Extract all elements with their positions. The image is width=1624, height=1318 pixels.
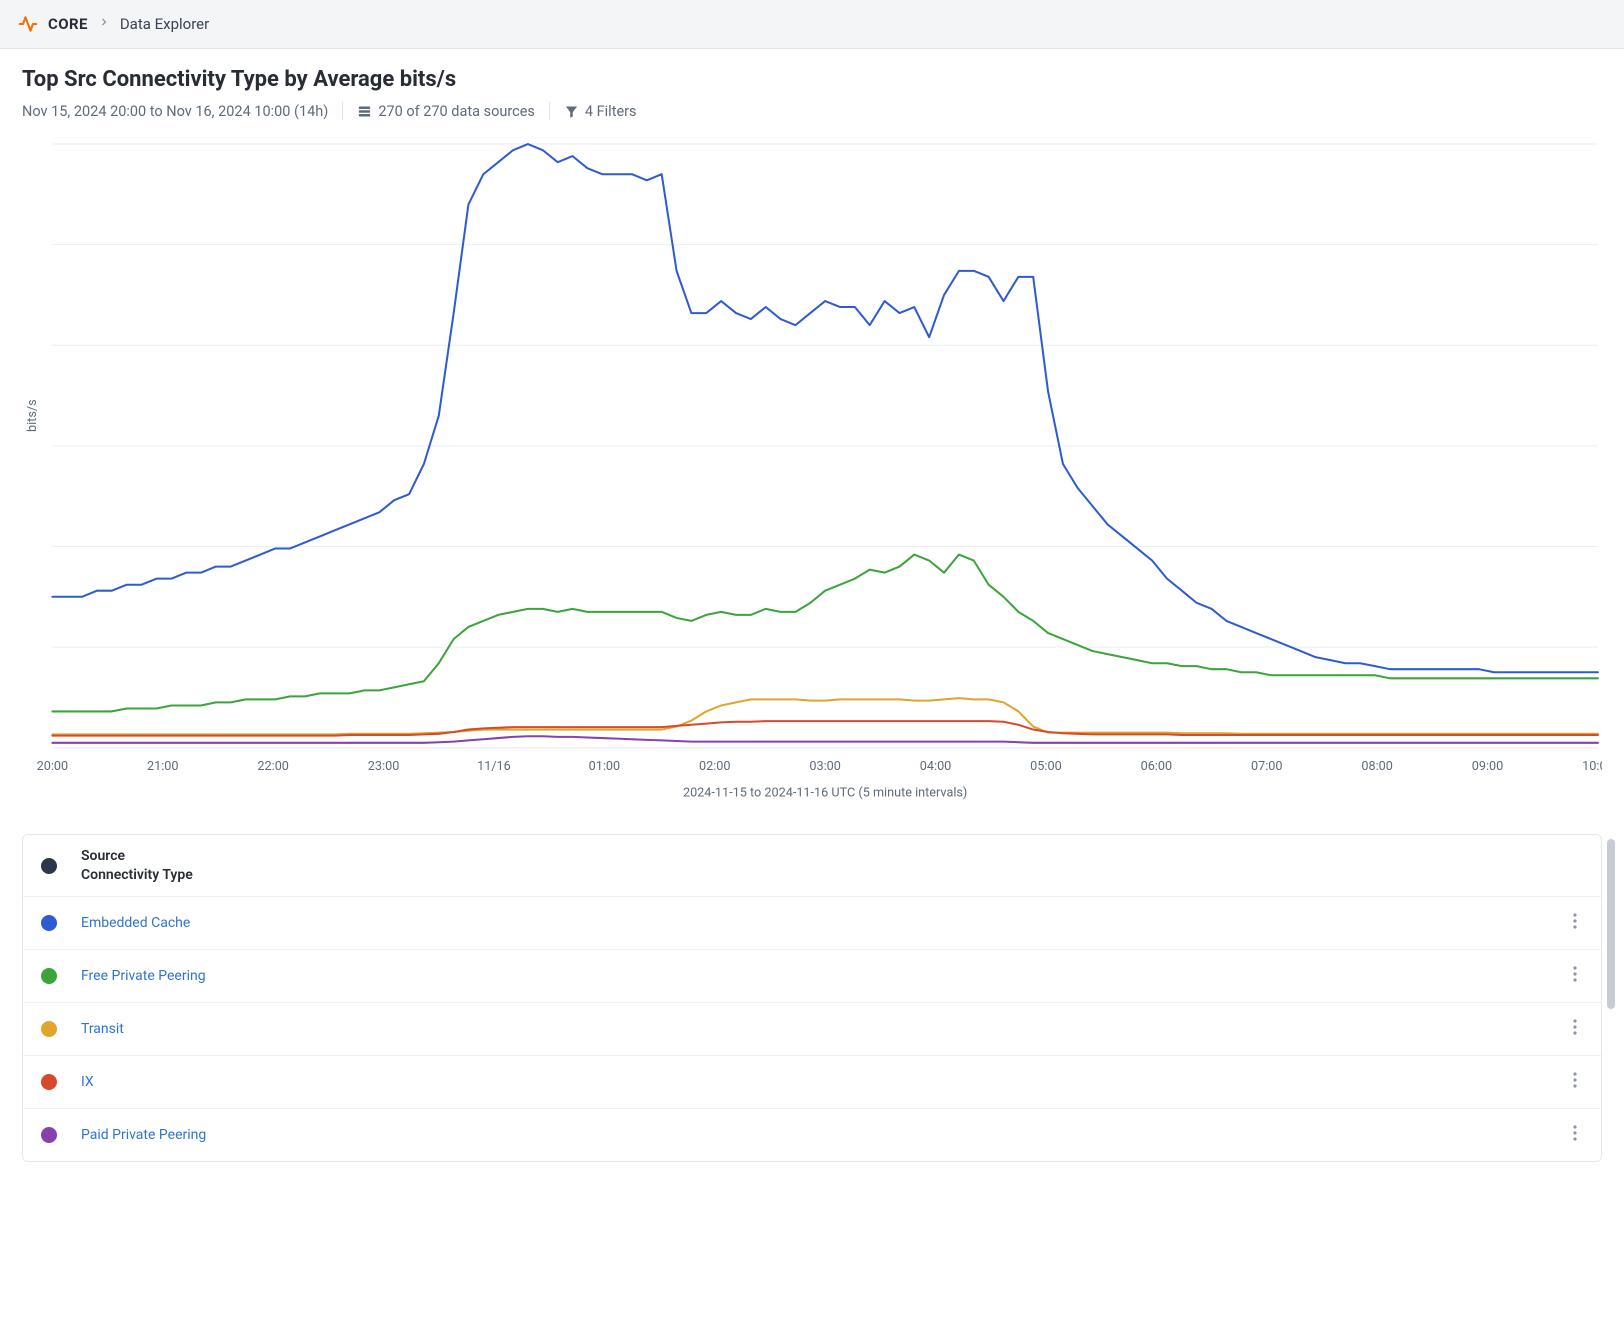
- svg-text:11/16: 11/16: [477, 759, 511, 774]
- legend-row[interactable]: Embedded Cache: [23, 897, 1601, 950]
- legend-header-dot: [41, 858, 57, 874]
- legend-label[interactable]: Paid Private Peering: [81, 1127, 1567, 1143]
- breadcrumb-root[interactable]: CORE: [48, 15, 88, 33]
- breadcrumb-bar: CORE Data Explorer: [0, 0, 1624, 49]
- more-menu-icon[interactable]: [1567, 1068, 1583, 1096]
- legend-label[interactable]: Transit: [81, 1021, 1567, 1037]
- svg-text:04:00: 04:00: [920, 759, 952, 774]
- chevron-right-icon: [98, 16, 110, 32]
- svg-text:20:00: 20:00: [37, 759, 69, 774]
- legend-color-dot: [41, 1074, 57, 1090]
- svg-text:07:00: 07:00: [1251, 759, 1283, 774]
- legend-row[interactable]: IX: [23, 1056, 1601, 1109]
- svg-text:22:00: 22:00: [257, 759, 289, 774]
- svg-text:bits/s: bits/s: [25, 399, 40, 432]
- svg-text:2024-11-15 to 2024-11-16 UTC (: 2024-11-15 to 2024-11-16 UTC (5 minute i…: [683, 785, 967, 800]
- database-icon: [357, 104, 372, 119]
- svg-text:10:00: 10:00: [1582, 759, 1602, 774]
- svg-text:06:00: 06:00: [1141, 759, 1173, 774]
- line-chart[interactable]: 20:00 21:00 22:00 23:00 11/16 01:00 02:00 03:00…: [22, 140, 1602, 808]
- legend-label[interactable]: IX: [81, 1074, 1567, 1090]
- breadcrumb-current[interactable]: Data Explorer: [120, 15, 209, 33]
- svg-text:08:00: 08:00: [1361, 759, 1393, 774]
- data-sources-text: 270 of 270 data sources: [378, 103, 535, 120]
- scrollbar-thumb[interactable]: [1607, 839, 1615, 1009]
- separator: [549, 102, 550, 120]
- legend-color-dot: [41, 1021, 57, 1037]
- date-range-text: Nov 15, 2024 20:00 to Nov 16, 2024 10:00…: [22, 103, 328, 120]
- legend-row[interactable]: Free Private Peering: [23, 950, 1601, 1003]
- filters-button[interactable]: 4 Filters: [564, 103, 637, 120]
- app-logo-icon: [18, 14, 38, 34]
- legend-label[interactable]: Free Private Peering: [81, 968, 1567, 984]
- legend-label[interactable]: Embedded Cache: [81, 915, 1567, 931]
- legend-row[interactable]: Transit: [23, 1003, 1601, 1056]
- legend-header: Source Connectivity Type: [23, 835, 1601, 896]
- svg-text:05:00: 05:00: [1030, 759, 1062, 774]
- more-menu-icon[interactable]: [1567, 1015, 1583, 1043]
- legend-table: Source Connectivity Type Embedded Cache F…: [22, 834, 1602, 1161]
- filters-text: 4 Filters: [585, 103, 637, 120]
- more-menu-icon[interactable]: [1567, 1121, 1583, 1149]
- legend-header-label: Source Connectivity Type: [81, 847, 1583, 883]
- legend-color-dot: [41, 915, 57, 931]
- svg-text:21:00: 21:00: [147, 759, 179, 774]
- page-subbar: Nov 15, 2024 20:00 to Nov 16, 2024 10:00…: [22, 102, 1602, 120]
- svg-text:09:00: 09:00: [1472, 759, 1504, 774]
- filter-icon: [564, 104, 579, 119]
- legend-row[interactable]: Paid Private Peering: [23, 1109, 1601, 1161]
- page-title: Top Src Connectivity Type by Average bit…: [22, 67, 1602, 92]
- chart-container: 20:00 21:00 22:00 23:00 11/16 01:00 02:00 03:00…: [0, 140, 1624, 812]
- legend-color-dot: [41, 968, 57, 984]
- svg-text:23:00: 23:00: [368, 759, 400, 774]
- svg-text:01:00: 01:00: [589, 759, 621, 774]
- svg-text:02:00: 02:00: [699, 759, 731, 774]
- more-menu-icon[interactable]: [1567, 962, 1583, 990]
- legend-color-dot: [41, 1127, 57, 1143]
- svg-text:03:00: 03:00: [809, 759, 841, 774]
- more-menu-icon[interactable]: [1567, 909, 1583, 937]
- data-sources-button[interactable]: 270 of 270 data sources: [357, 103, 535, 120]
- separator: [342, 102, 343, 120]
